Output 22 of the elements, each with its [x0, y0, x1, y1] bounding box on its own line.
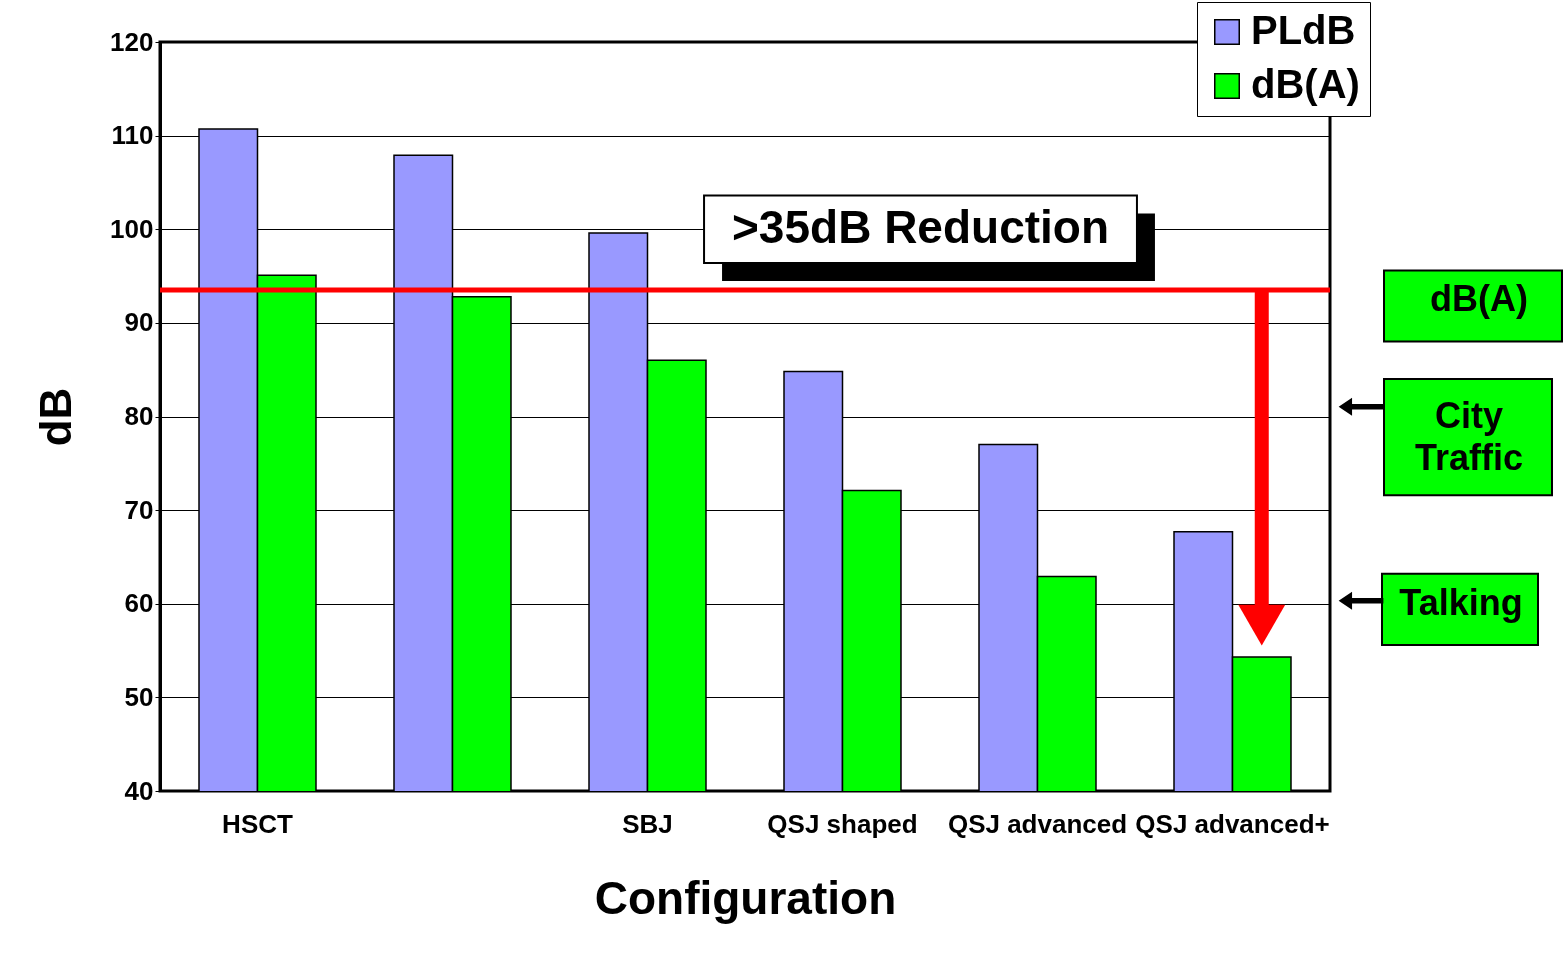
text: dB(A) — [1430, 278, 1528, 320]
x-axis-title: Configuration — [594, 871, 897, 924]
annotation: >35dB Reduction — [731, 201, 1110, 254]
y-tick-label: 80 — [124, 401, 154, 431]
x-tick-label: QSJ advanced — [947, 808, 1128, 839]
y-tick-label: 110 — [111, 120, 154, 151]
y-tick-label: 50 — [124, 681, 154, 712]
y-axis-title: dB — [31, 387, 81, 447]
x-tick-label: HSCT — [222, 808, 293, 839]
x-tick-label: QSJ shaped — [767, 808, 918, 839]
y-tick-label: 40 — [124, 775, 154, 806]
x-tick-label: SBJ — [622, 808, 673, 839]
y-tick-label: 60 — [124, 588, 154, 619]
x-tick-label: QSJ advanced+ — [1135, 808, 1330, 839]
y-tick-label: 90 — [124, 307, 154, 338]
text: Talking — [1399, 581, 1523, 623]
legend-label: dB(A) — [1251, 62, 1360, 106]
y-tick-label: 100 — [110, 213, 154, 244]
text: City Traffic — [1414, 394, 1524, 478]
y-tick-label: 70 — [124, 494, 154, 525]
legend-label: PLdB — [1251, 8, 1356, 52]
y-tick-label: 120 — [110, 26, 154, 57]
